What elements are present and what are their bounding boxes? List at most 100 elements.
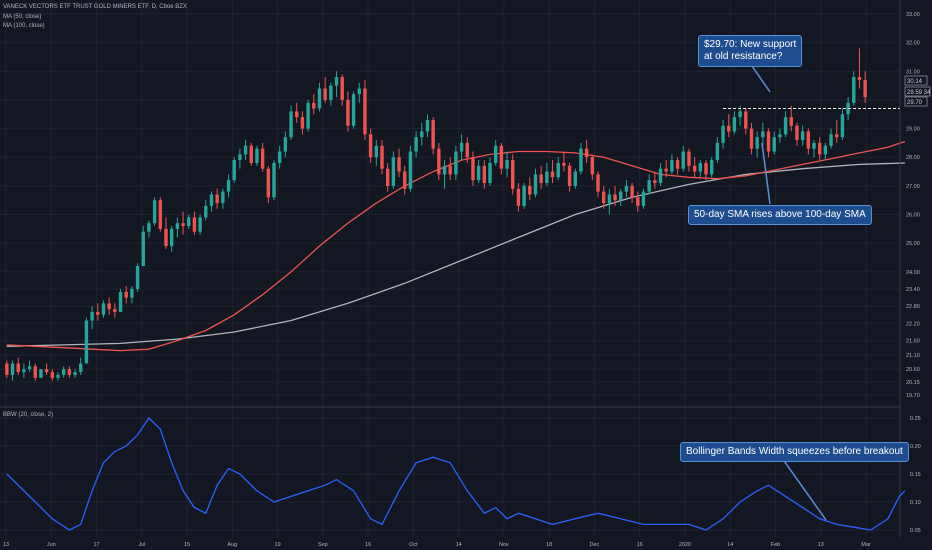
time-axis[interactable]: 13 Jun 17 Jul 15 Aug 19 Sep 16 Oct 14 Nov 18 Dec 16 202… bbox=[3, 542, 871, 548]
price-tick-label: 22.20 bbox=[906, 321, 920, 327]
candle bbox=[437, 142, 441, 181]
candle bbox=[317, 82, 322, 112]
candle bbox=[619, 188, 623, 206]
candle bbox=[687, 148, 691, 172]
candle bbox=[84, 317, 89, 364]
candle bbox=[692, 157, 697, 178]
candle bbox=[215, 188, 219, 209]
ma100-legend[interactable]: MA (100, close) bbox=[3, 23, 45, 29]
ma50-legend[interactable]: MA (50, close) bbox=[3, 14, 42, 20]
time-tick-label: Jul bbox=[138, 542, 145, 548]
candle bbox=[340, 74, 344, 106]
candle bbox=[61, 366, 66, 378]
candle bbox=[431, 117, 435, 155]
time-tick-label: 16 bbox=[637, 542, 643, 548]
candle bbox=[732, 111, 737, 135]
candle bbox=[516, 183, 521, 212]
time-tick-label: Jun bbox=[47, 542, 56, 548]
time-tick-label: Dec bbox=[590, 542, 600, 548]
candle bbox=[596, 171, 600, 198]
time-tick-label: 14 bbox=[727, 542, 733, 548]
price-tick-label: 29.00 bbox=[906, 127, 920, 133]
time-tick-label: 15 bbox=[184, 542, 190, 548]
bbw-tick-label: 0.20 bbox=[910, 444, 921, 450]
candle bbox=[749, 122, 754, 155]
ma50-line bbox=[6, 140, 906, 352]
candle bbox=[380, 140, 384, 175]
candle bbox=[312, 94, 316, 115]
candle bbox=[590, 154, 595, 181]
candle bbox=[147, 220, 151, 238]
candle bbox=[505, 151, 509, 178]
candle bbox=[135, 263, 140, 292]
candle bbox=[840, 108, 845, 141]
candle bbox=[306, 99, 310, 132]
candle bbox=[658, 162, 663, 186]
candle bbox=[647, 174, 651, 195]
bbw-axis[interactable]: 0.25 0.20 0.15 0.10 0.05 bbox=[910, 416, 921, 534]
price-tick-label: 26.00 bbox=[906, 213, 920, 219]
candle bbox=[630, 183, 634, 204]
candle bbox=[465, 137, 469, 163]
candle bbox=[141, 225, 145, 267]
candle bbox=[79, 357, 83, 375]
candles bbox=[5, 48, 867, 381]
candle bbox=[681, 145, 685, 172]
candle bbox=[408, 145, 413, 192]
sma-cross-pointer bbox=[761, 142, 771, 205]
candle bbox=[249, 142, 253, 166]
candle bbox=[368, 128, 373, 163]
candle bbox=[425, 114, 430, 138]
time-tick-label: 13 bbox=[818, 542, 824, 548]
time-tick-label: Mar bbox=[861, 542, 871, 548]
price-tick-label: 32.00 bbox=[906, 41, 920, 47]
candle bbox=[698, 160, 703, 178]
candle bbox=[528, 177, 532, 201]
candle bbox=[351, 91, 356, 129]
price-tag-mid: 29.59 34 bbox=[907, 90, 931, 96]
price-tick-label: 28.00 bbox=[906, 155, 920, 161]
candle bbox=[545, 162, 549, 186]
candle bbox=[397, 148, 401, 178]
price-tick-label: 22.80 bbox=[906, 304, 920, 310]
candle bbox=[96, 303, 100, 321]
candle bbox=[459, 134, 464, 161]
candle bbox=[783, 111, 788, 138]
candle bbox=[22, 363, 26, 378]
candle bbox=[67, 366, 72, 378]
candle bbox=[550, 160, 555, 184]
candle bbox=[641, 188, 646, 209]
time-tick-label: Aug bbox=[227, 542, 237, 548]
candle bbox=[192, 211, 197, 235]
price-pane[interactable] bbox=[5, 48, 906, 381]
candle bbox=[164, 217, 168, 249]
bbw-legend[interactable]: BBW (20, close, 2) bbox=[3, 412, 54, 418]
candle bbox=[476, 160, 481, 184]
candle bbox=[539, 165, 543, 189]
price-tick-label: 33.00 bbox=[906, 12, 920, 18]
candle bbox=[16, 357, 20, 375]
price-tag-low-box bbox=[904, 96, 928, 107]
time-tick-label: 14 bbox=[456, 542, 462, 548]
candle bbox=[329, 82, 333, 106]
candle bbox=[755, 131, 759, 158]
candle bbox=[187, 214, 191, 229]
candle bbox=[209, 191, 214, 212]
price-tag-high-box bbox=[904, 75, 928, 86]
candle bbox=[391, 151, 396, 189]
candle bbox=[255, 145, 259, 166]
candle bbox=[334, 71, 339, 98]
price-tick-label: 21.60 bbox=[906, 339, 920, 345]
candle bbox=[181, 211, 185, 235]
candle bbox=[556, 157, 560, 181]
candle bbox=[113, 303, 117, 318]
candle bbox=[152, 197, 157, 226]
candle bbox=[101, 300, 106, 318]
candle bbox=[778, 128, 782, 143]
candle bbox=[761, 122, 765, 146]
candle bbox=[812, 140, 816, 158]
candle bbox=[124, 286, 128, 304]
bbw-path bbox=[6, 416, 906, 531]
bbw-pane[interactable] bbox=[6, 416, 906, 531]
